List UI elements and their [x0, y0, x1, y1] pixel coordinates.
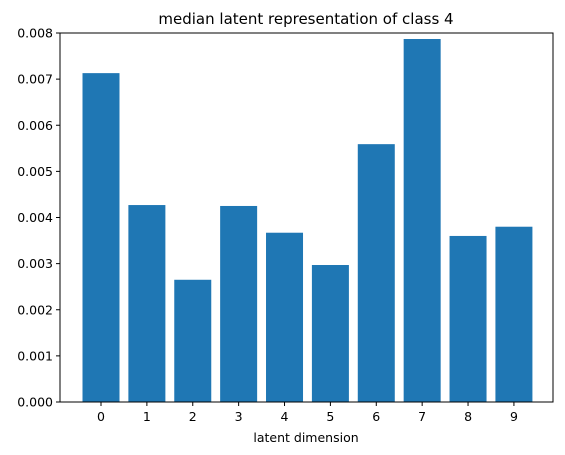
bar-7 — [403, 39, 441, 402]
x-tick-label: 1 — [143, 409, 151, 424]
x-tick-label: 0 — [97, 409, 105, 424]
bar-1 — [128, 205, 166, 402]
y-tick-label: 0.001 — [17, 348, 53, 363]
x-tick-label: 8 — [464, 409, 472, 424]
y-tick-label: 0.002 — [17, 302, 53, 317]
plot-frame — [59, 32, 554, 403]
y-tick-label: 0.007 — [17, 72, 53, 87]
y-tick-label: 0.000 — [17, 395, 53, 410]
y-tick-label: 0.005 — [17, 164, 53, 179]
x-axis-label: latent dimension — [253, 430, 358, 445]
x-tick-label: 7 — [418, 409, 426, 424]
y-axis-ticks: 0.000 0.001 0.002 0.003 0.004 0.005 0.006 0.007… — [17, 26, 60, 410]
bar-8 — [449, 235, 487, 402]
x-tick-label: 9 — [510, 409, 518, 424]
bar-6 — [357, 144, 395, 402]
x-tick-label: 5 — [326, 409, 334, 424]
x-tick-label: 4 — [281, 409, 289, 424]
bars-group — [82, 39, 533, 402]
y-tick-label: 0.008 — [17, 26, 53, 41]
x-axis-ticks: 0 1 2 3 4 5 6 7 8 9 — [97, 402, 518, 424]
bar-4 — [266, 232, 304, 402]
x-tick-label: 2 — [189, 409, 197, 424]
chart-title: median latent representation of class 4 — [158, 10, 453, 28]
bar-0 — [82, 73, 120, 402]
y-tick-label: 0.004 — [17, 210, 53, 225]
bar-3 — [220, 205, 258, 402]
bar-2 — [174, 279, 212, 402]
y-tick-label: 0.003 — [17, 256, 53, 271]
bar-5 — [311, 265, 349, 402]
x-tick-label: 6 — [372, 409, 380, 424]
y-tick-label: 0.006 — [17, 118, 53, 133]
x-tick-label: 3 — [235, 409, 243, 424]
bar-9 — [495, 226, 533, 402]
